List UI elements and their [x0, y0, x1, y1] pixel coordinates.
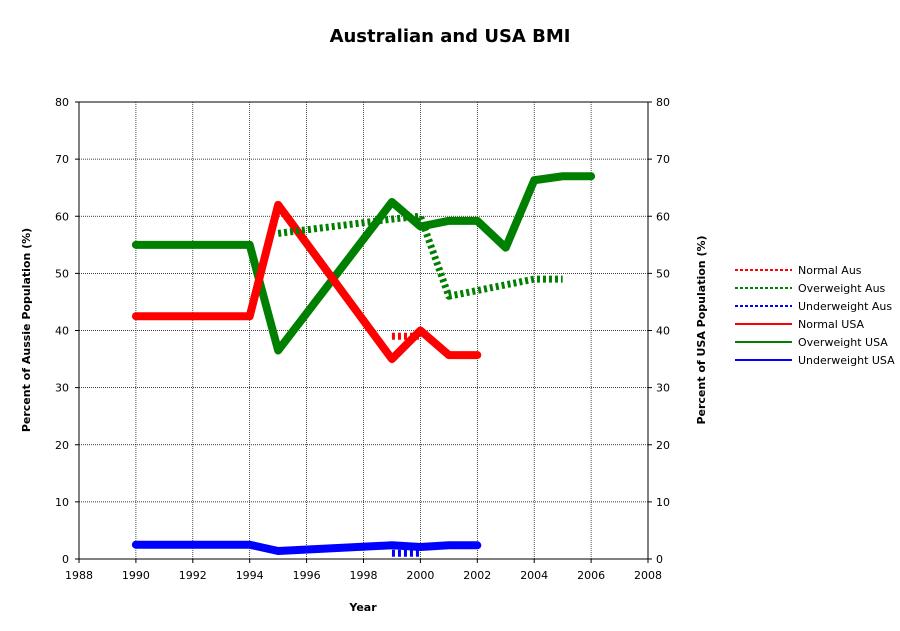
x-tick-label: 1994	[236, 569, 264, 582]
y-tick-label-left: 80	[55, 96, 69, 109]
y-tick-label-left: 0	[62, 553, 69, 566]
y-tick-label-left: 40	[55, 325, 69, 338]
y-axis-label-right: Percent of USA Population (%)	[695, 235, 708, 424]
series-line-underweight-usa	[131, 540, 482, 556]
series-line-overweight-aus	[277, 212, 563, 300]
x-tick-label: 1992	[179, 569, 207, 582]
y-tick-label-left: 50	[55, 267, 69, 280]
y-tick-label-right: 60	[656, 210, 670, 223]
legend-label-underweight-usa: Underweight USA	[798, 354, 895, 367]
legend-label-normal-aus: Normal Aus	[798, 264, 862, 277]
x-tick-label: 2004	[520, 569, 548, 582]
x-axis-label: Year	[348, 601, 377, 614]
legend-label-overweight-usa: Overweight USA	[798, 336, 888, 349]
y-tick-label-right: 20	[656, 439, 670, 452]
y-tick-label-left: 60	[55, 210, 69, 223]
y-tick-label-left: 20	[55, 439, 69, 452]
legend-label-underweight-aus: Underweight Aus	[798, 300, 892, 313]
x-tick-label: 2006	[577, 569, 605, 582]
y-axis-label-left: Percent of Aussie Population (%)	[20, 228, 33, 432]
y-tick-label-right: 10	[656, 496, 670, 509]
y-tick-label-left: 70	[55, 153, 69, 166]
x-tick-label: 1990	[122, 569, 150, 582]
series-line-overweight-usa	[131, 172, 596, 355]
ticks: 1988 1990 1992 1994 1996 1998 2000 2002 2004 2006…	[55, 96, 670, 582]
grid	[78, 101, 649, 560]
x-tick-label: 2002	[463, 569, 491, 582]
legend: Normal Aus Overweight Aus Underweight Aus N…	[735, 264, 895, 367]
y-tick-label-right: 70	[656, 153, 670, 166]
y-tick-label-right: 0	[656, 553, 663, 566]
y-tick-label-right: 80	[656, 96, 670, 109]
chart-title: Australian and USA BMI	[330, 26, 571, 47]
x-tick-label: 2000	[406, 569, 434, 582]
y-tick-label-left: 10	[55, 496, 69, 509]
legend-label-overweight-aus: Overweight Aus	[798, 282, 886, 295]
x-tick-label: 1996	[293, 569, 321, 582]
y-tick-label-left: 30	[55, 382, 69, 395]
series-layer	[131, 172, 596, 557]
x-tick-label: 1998	[350, 569, 378, 582]
legend-label-normal-usa: Normal USA	[798, 318, 865, 331]
y-tick-label-right: 40	[656, 325, 670, 338]
x-tick-label: 2008	[634, 569, 662, 582]
x-tick-label: 1988	[65, 569, 93, 582]
y-tick-label-right: 50	[656, 267, 670, 280]
series-line-normal-usa	[131, 200, 482, 364]
y-tick-label-right: 30	[656, 382, 670, 395]
